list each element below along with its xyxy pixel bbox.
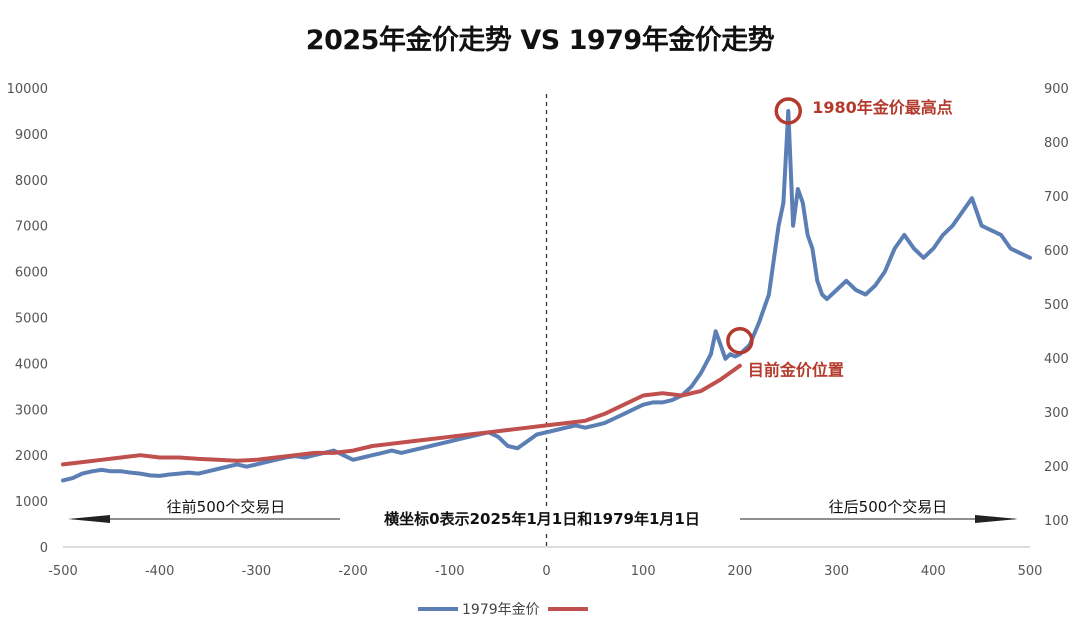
y-right-tick-label: 800 — [1044, 136, 1069, 151]
peak-marker-circle — [774, 97, 802, 125]
y-right-tick-label: 500 — [1044, 298, 1069, 313]
y-left-tick-label: 3000 — [15, 403, 48, 418]
center-axis-label: 横坐标0表示2025年1月1日和1979年1月1日 — [384, 510, 700, 528]
x-tick-label: 500 — [1018, 564, 1043, 579]
x-tick-label: -500 — [48, 564, 78, 579]
y-left-tick-label: 7000 — [15, 220, 48, 235]
right-arrow-head — [975, 515, 1018, 523]
y-left-tick-label: 9000 — [15, 128, 48, 143]
x-tick-label: 300 — [824, 564, 849, 579]
series-line-0 — [61, 109, 1032, 483]
current-marker-circle — [726, 326, 754, 355]
right-range-label: 往后500个交易日 — [829, 498, 948, 516]
y-right-tick-label: 200 — [1044, 460, 1069, 475]
chart-title: 2025年金价走势 VS 1979年金价走势 — [305, 25, 775, 56]
x-tick-label: -400 — [145, 564, 175, 579]
y-left-tick-label: 6000 — [15, 266, 48, 281]
y-right-tick-label: 100 — [1044, 514, 1069, 529]
series-line-1 — [61, 363, 742, 467]
x-tick-label: -300 — [242, 564, 272, 579]
y-right-tick-label: 700 — [1044, 190, 1069, 205]
x-tick-label: 200 — [727, 564, 752, 579]
y-right-tick-label: 300 — [1044, 406, 1069, 421]
center-label-backing — [362, 506, 722, 530]
y-left-tick-label: 2000 — [15, 449, 48, 464]
left-arrow-head — [68, 515, 110, 523]
current-annotation: 目前金价位置 — [748, 361, 844, 380]
x-tick-label: -100 — [435, 564, 465, 579]
left-range-label: 往前500个交易日 — [167, 498, 286, 516]
y-left-tick-label: 5000 — [15, 312, 48, 327]
x-tick-label: 400 — [921, 564, 946, 579]
y-left-tick-label: 1000 — [15, 495, 48, 510]
y-right-tick-label: 600 — [1044, 244, 1069, 259]
y-left-tick-label: 10000 — [7, 82, 48, 97]
x-tick-label: 100 — [631, 564, 656, 579]
x-tick-label: 0 — [542, 564, 550, 579]
y-right-tick-label: 900 — [1044, 82, 1069, 97]
y-right-tick-label: 400 — [1044, 352, 1069, 367]
y-left-tick-label: 8000 — [15, 174, 48, 189]
y-left-tick-label: 4000 — [15, 357, 48, 372]
x-tick-label: -200 — [338, 564, 368, 579]
legend-label-0: 1979年金价 — [462, 602, 540, 618]
peak-annotation: 1980年金价最高点 — [812, 98, 953, 117]
y-left-tick-label: 0 — [40, 541, 48, 556]
